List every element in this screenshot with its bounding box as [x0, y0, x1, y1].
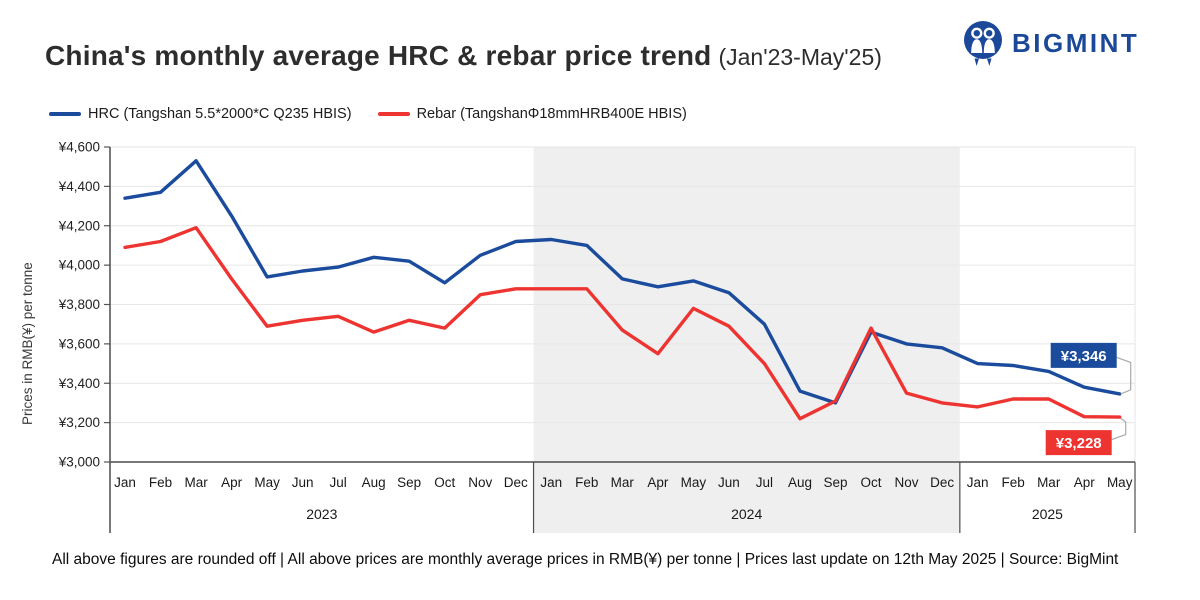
- month-label: Mar: [1037, 475, 1061, 490]
- year-label: 2023: [306, 506, 337, 522]
- y-tick-label: ¥3,800: [58, 297, 100, 312]
- y-tick-label: ¥3,400: [58, 376, 100, 391]
- month-label: Aug: [362, 475, 386, 490]
- end-label-box-hrc: [1050, 342, 1117, 368]
- month-label: Mar: [184, 475, 208, 490]
- legend-item-hrc: HRC (Tangshan 5.5*2000*C Q235 HBIS): [49, 106, 352, 122]
- month-label: Jun: [292, 475, 314, 490]
- y-tick-label: ¥4,400: [58, 179, 100, 194]
- month-label: Oct: [860, 475, 881, 490]
- month-label: Apr: [1074, 475, 1096, 490]
- chart-line-rebar: [123, 225, 1122, 421]
- month-label: Apr: [221, 475, 243, 490]
- y-tick-label: ¥4,000: [58, 258, 100, 273]
- footer-note: All above figures are rounded off | All …: [52, 551, 1119, 568]
- month-label: Dec: [930, 475, 954, 490]
- legend-label-hrc: HRC (Tangshan 5.5*2000*C Q235 HBIS): [88, 106, 352, 122]
- month-label: Feb: [149, 475, 172, 490]
- end-label-connector-hrc: [1116, 356, 1132, 395]
- legend-item-rebar: Rebar (TangshanΦ18mmHRB400E HBIS): [377, 106, 687, 122]
- end-label-connector-rebar: [1111, 417, 1127, 441]
- month-label: Jan: [967, 475, 989, 490]
- y-tick-label: ¥3,000: [58, 455, 100, 470]
- chart-line-hrc: [123, 159, 1122, 405]
- chart-title: China's monthly average HRC & rebar pric…: [45, 40, 712, 71]
- month-label: Feb: [575, 475, 598, 490]
- chart-title-range: (Jan'23-May'25): [718, 44, 882, 70]
- year-label: 2025: [1032, 506, 1063, 522]
- month-label: Jan: [114, 475, 136, 490]
- month-label: Oct: [434, 475, 455, 490]
- bigmint-logo: BIGMINT: [963, 20, 1139, 67]
- month-label: May: [1107, 475, 1133, 490]
- month-label: Jun: [718, 475, 740, 490]
- y-tick-label: ¥4,600: [58, 140, 100, 155]
- bigmint-logo-text: BIGMINT: [1012, 28, 1140, 58]
- end-label-hrc: ¥3,346: [1061, 348, 1107, 365]
- month-label: Feb: [1001, 475, 1024, 490]
- month-label: May: [254, 475, 280, 490]
- month-label: Mar: [611, 475, 635, 490]
- month-label: Aug: [788, 475, 812, 490]
- month-label: Nov: [894, 475, 918, 490]
- year-label: 2024: [731, 506, 762, 522]
- month-label: Sep: [823, 475, 847, 490]
- y-tick-label: ¥3,600: [58, 336, 100, 351]
- month-label: Dec: [504, 475, 528, 490]
- month-label: Jan: [540, 475, 562, 490]
- month-label: Jul: [329, 475, 346, 490]
- month-label: Sep: [397, 475, 421, 490]
- rebar-line-swatch: [377, 112, 410, 116]
- y-tick-label: ¥3,200: [58, 415, 100, 430]
- year-band-2024: [533, 147, 960, 533]
- month-label: Apr: [647, 475, 669, 490]
- y-tick-label: ¥4,200: [58, 218, 100, 233]
- month-label: Jul: [756, 475, 773, 490]
- hrc-line-swatch: [49, 112, 81, 116]
- end-label-rebar: ¥3,228: [1056, 435, 1102, 452]
- month-label: Nov: [468, 475, 492, 490]
- end-label-box-rebar: [1045, 430, 1112, 456]
- page-title: China's monthly average HRC & rebar pric…: [45, 40, 882, 72]
- bigmint-logo-icon: [964, 21, 1002, 66]
- month-label: May: [681, 475, 707, 490]
- legend-label-rebar: Rebar (TangshanΦ18mmHRB400E HBIS): [416, 106, 687, 122]
- chart-legend: HRC (Tangshan 5.5*2000*C Q235 HBIS) Reba…: [49, 106, 687, 122]
